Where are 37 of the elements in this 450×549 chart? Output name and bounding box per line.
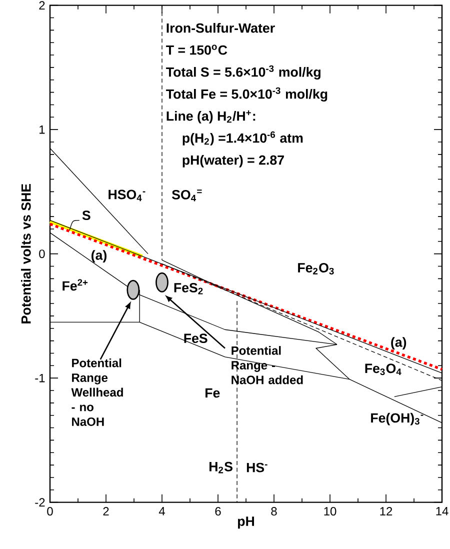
x-tick-label: 10 <box>324 507 336 516</box>
y-tick-label: 2 <box>39 1 45 10</box>
annotation: Fe$_{3}$O$_{4}$ <box>365 364 402 376</box>
x-tick-label: 0 <box>47 507 53 516</box>
annotation: HSO$_{4}$- <box>108 190 146 202</box>
y-tick-label: 1 <box>40 125 45 134</box>
annotation: H$_{2}$S <box>210 462 232 474</box>
annotation: Fe$_{2}$O$_{3}$ <box>298 263 334 274</box>
y-axis-title: Potential volts vs SHE <box>21 184 31 324</box>
annotation: T = 150$^{o}$C <box>166 44 228 55</box>
annotation: Fe <box>206 388 220 398</box>
annotation: p(H$_{2}$) =1.4×10$^{-6}$ atm <box>182 131 303 146</box>
annotation: FeS <box>184 334 208 344</box>
x-tick-label: 12 <box>380 507 392 516</box>
y-tick-label: -2 <box>35 498 45 507</box>
x-tick-label: 14 <box>436 507 448 516</box>
annotation: Fe(OH)$_{3}$- <box>371 412 424 426</box>
annotation: SO$_{4}$= <box>172 190 202 202</box>
annotation: HS$^{-}$ <box>246 462 268 472</box>
annotation: S <box>82 210 90 220</box>
x-tick-label: 6 <box>215 507 221 516</box>
annotation: (a) <box>92 250 106 263</box>
x-tick-label: 4 <box>158 507 165 516</box>
annotation: FeS$_{2}$ <box>174 282 203 294</box>
x-tick-label: 8 <box>271 507 277 516</box>
annotation: Total Fe = 5.0×10$^{-3}$ mol/kg <box>166 87 328 102</box>
x-axis-title: pH <box>238 516 254 529</box>
y-tick-label: 0 <box>39 250 45 258</box>
annotation: Fe$^{2+}$ <box>62 279 88 291</box>
annotation: pH(water) = 2.87 <box>182 154 284 168</box>
y-tick-label: -1 <box>35 374 45 382</box>
x-tick-label: 2 <box>103 507 109 516</box>
annotation: Potential Range Wellhead - no NaOH <box>71 358 123 426</box>
text: Iron-Sulfur-Water <box>166 22 275 33</box>
annotation: Total S = 5.6×10$^{-3}$ mol/kg <box>166 65 320 80</box>
annotation: Line (a) H$_{2}$/H$^{+}$: <box>166 110 256 124</box>
annotation: (a) <box>391 337 406 350</box>
